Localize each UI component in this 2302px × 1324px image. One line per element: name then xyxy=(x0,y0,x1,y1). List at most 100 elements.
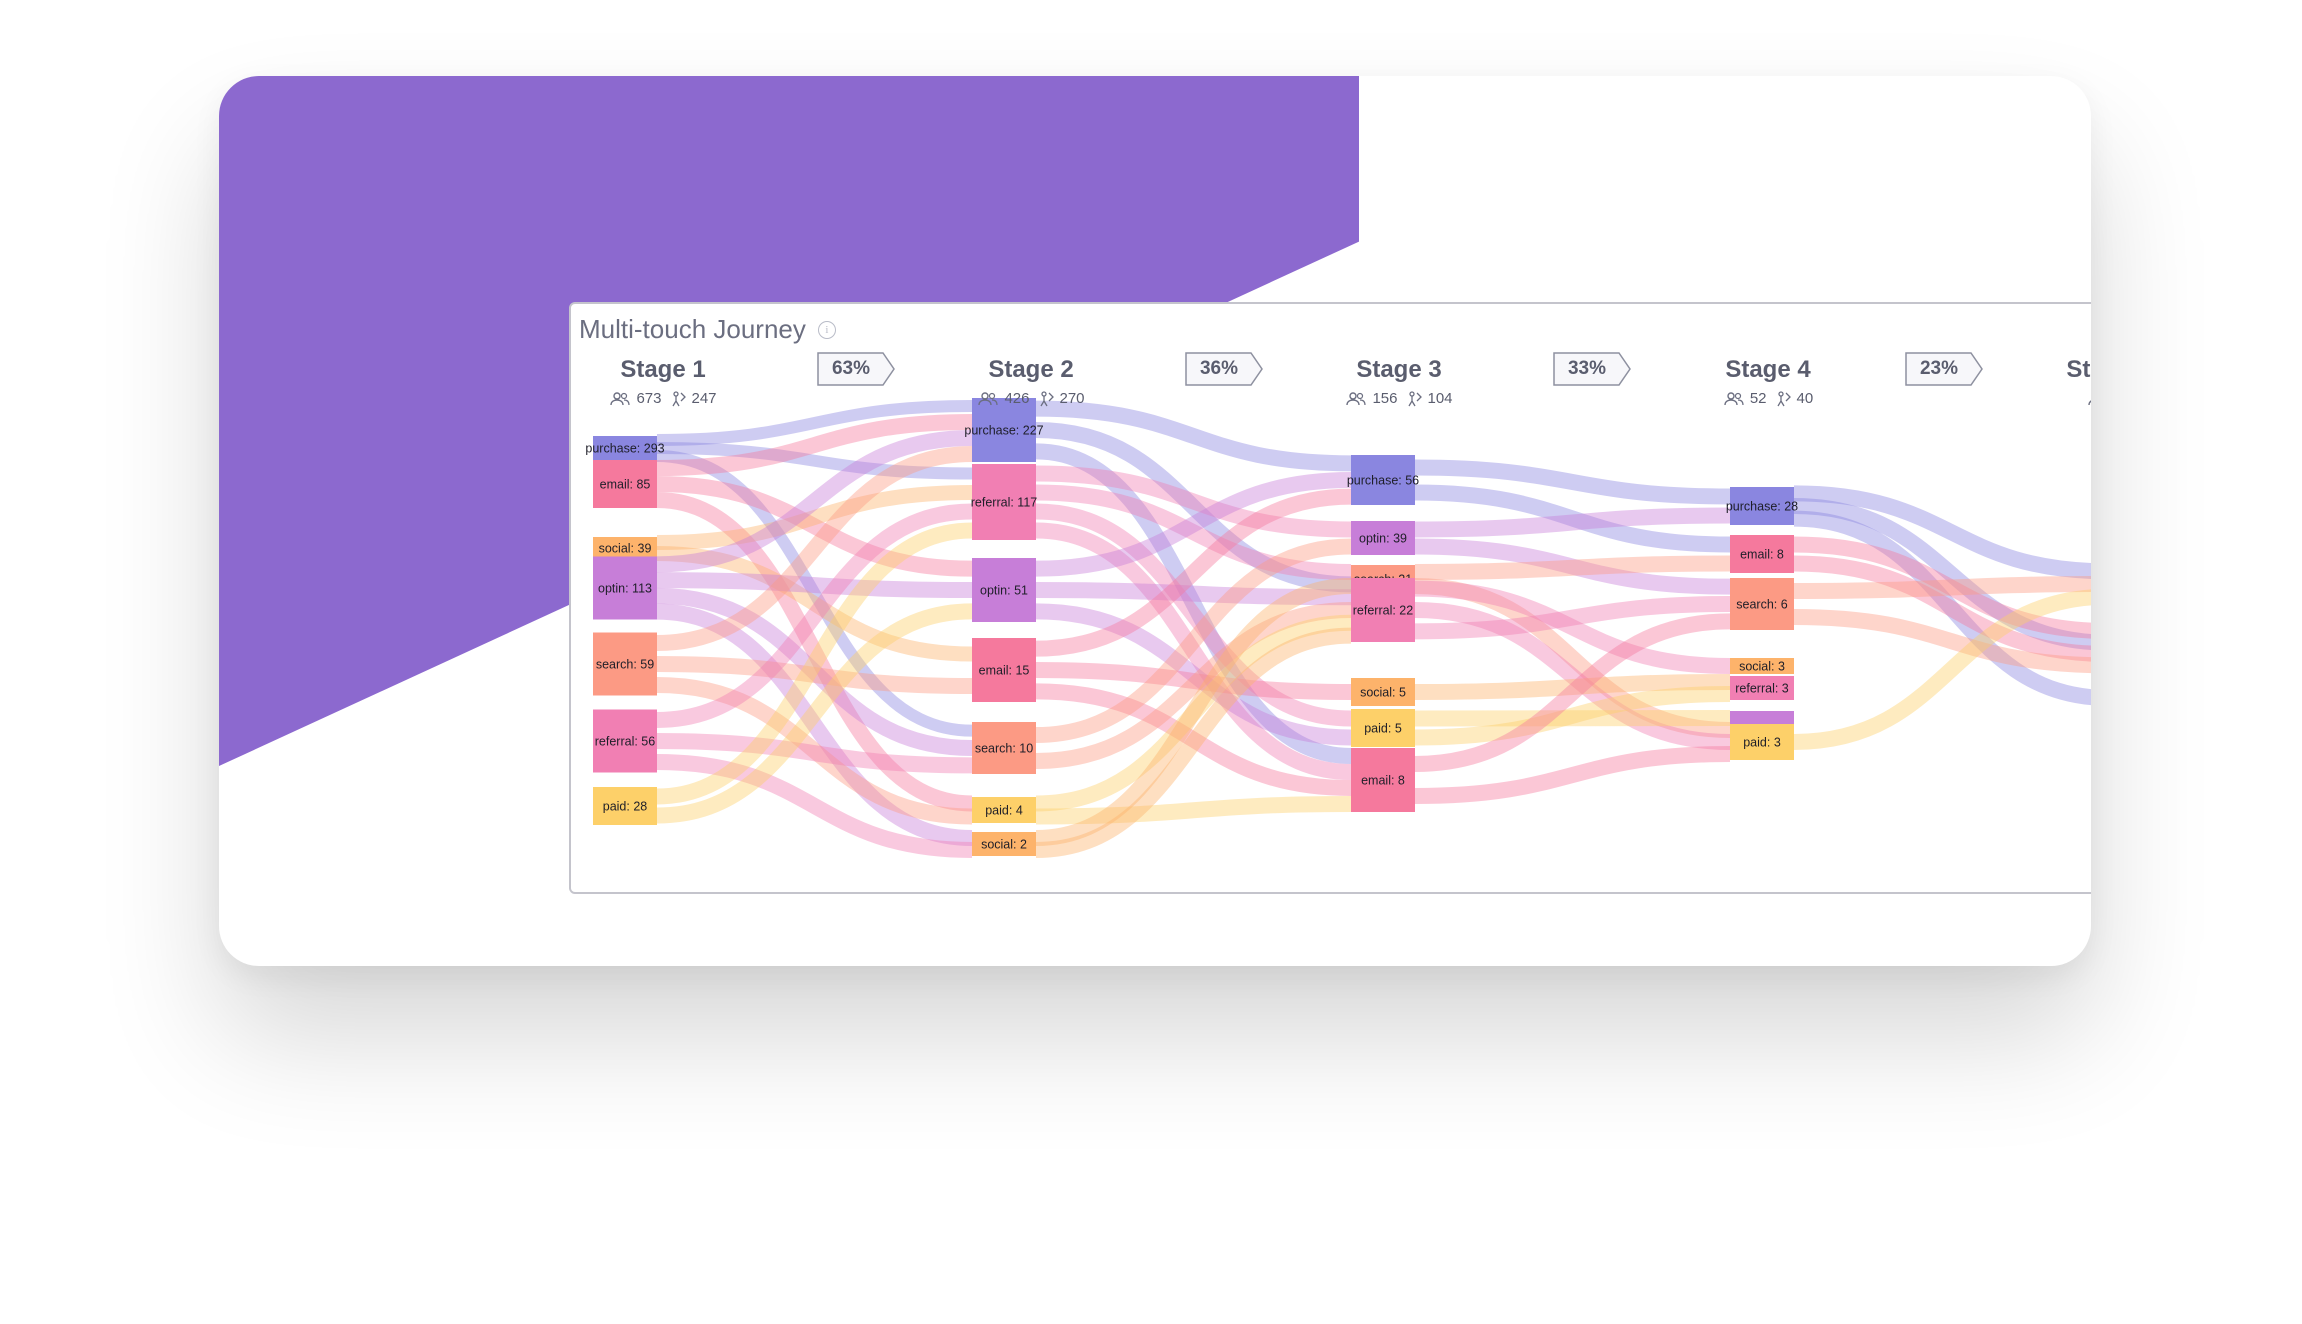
sankey-node-optin[interactable] xyxy=(972,558,1036,622)
sankey-link[interactable] xyxy=(1035,578,1352,846)
sankey-link[interactable] xyxy=(1414,686,1731,746)
sankey-node-purchase[interactable] xyxy=(1351,455,1415,505)
sankey-link[interactable] xyxy=(1414,746,1731,804)
sankey-node-email[interactable] xyxy=(593,460,657,508)
sankey-link[interactable] xyxy=(656,656,973,694)
sankey-link[interactable] xyxy=(656,603,973,846)
sankey-link[interactable] xyxy=(1414,596,1731,640)
sankey-link[interactable] xyxy=(1035,602,1352,769)
stage-name: Stage 4 xyxy=(1725,356,1811,383)
sankey-link[interactable] xyxy=(656,503,973,728)
sankey-link[interactable] xyxy=(1035,488,1352,657)
sankey-link[interactable] xyxy=(1035,484,1352,580)
sankey-link[interactable] xyxy=(1793,485,2091,579)
sankey-node-social[interactable] xyxy=(593,537,657,559)
sankey-link[interactable] xyxy=(1414,507,1731,538)
sankey-link[interactable] xyxy=(1035,796,1352,825)
sankey-link[interactable] xyxy=(1035,522,1352,780)
sankey-node-email[interactable] xyxy=(972,638,1036,702)
journeys-count: 247 xyxy=(691,390,717,407)
sankey-link[interactable] xyxy=(656,430,973,573)
sankey-node-purchase[interactable] xyxy=(972,398,1036,462)
sankey-link[interactable] xyxy=(1035,662,1352,700)
sankey-link[interactable] xyxy=(656,442,973,480)
sankey-node-paid[interactable] xyxy=(1351,709,1415,747)
sankey-link[interactable] xyxy=(1035,582,1352,606)
sankey-node-referral[interactable] xyxy=(972,464,1036,540)
sankey-link[interactable] xyxy=(1414,710,1731,727)
sankey-link[interactable] xyxy=(1793,589,2091,750)
sankey-link[interactable] xyxy=(1414,555,1731,580)
sankey-link[interactable] xyxy=(656,446,973,651)
sankey-node-social[interactable] xyxy=(1730,658,1794,674)
sankey-link[interactable] xyxy=(1035,422,1352,593)
sankey-link[interactable] xyxy=(656,414,973,476)
users-icon xyxy=(2087,392,2091,406)
sankey-link[interactable] xyxy=(1793,498,2091,650)
sankey-node-paid[interactable] xyxy=(1730,724,1794,760)
sankey-link[interactable] xyxy=(656,754,973,858)
sankey-link[interactable] xyxy=(1414,580,1731,674)
sankey-node-email[interactable] xyxy=(1351,748,1415,812)
sankey-node-optin[interactable] xyxy=(593,556,657,620)
conversion-rate-badge: 23% xyxy=(1905,352,1983,386)
sankey-node-purchase[interactable] xyxy=(593,436,657,460)
sankey-node-optin[interactable] xyxy=(1351,521,1415,555)
sankey-node-label: social: 5 xyxy=(1360,686,1406,700)
sankey-node-search[interactable] xyxy=(1730,578,1794,630)
sankey-link[interactable] xyxy=(1793,510,2091,706)
sankey-link[interactable] xyxy=(656,522,973,805)
stage-name: Stage 1 xyxy=(620,356,706,383)
sankey-link[interactable] xyxy=(1414,602,1731,750)
sankey-link[interactable] xyxy=(1035,465,1352,538)
sankey-node-referral[interactable] xyxy=(1730,676,1794,700)
sankey-link[interactable] xyxy=(656,546,973,662)
sankey-node-referral[interactable] xyxy=(593,709,657,773)
sankey-link[interactable] xyxy=(656,572,973,598)
sankey-node-paid[interactable] xyxy=(972,797,1036,823)
sankey-link[interactable] xyxy=(1414,613,1731,772)
sankey-link[interactable] xyxy=(1414,578,1731,738)
sankey-link[interactable] xyxy=(1414,484,1731,553)
sankey-node-paid[interactable] xyxy=(593,787,657,825)
sankey-node-purchase[interactable] xyxy=(1730,487,1794,525)
sankey-link[interactable] xyxy=(1035,400,1352,472)
sankey-link[interactable] xyxy=(656,492,973,812)
sankey-node-social[interactable] xyxy=(1351,678,1415,706)
sankey-link[interactable] xyxy=(1035,627,1352,858)
sankey-node-social[interactable] xyxy=(972,832,1036,856)
sankey-link[interactable] xyxy=(1793,576,2091,599)
sankey-node-optin[interactable] xyxy=(1730,711,1794,725)
sankey-link[interactable] xyxy=(1414,459,1731,505)
sankey-link[interactable] xyxy=(1035,603,1352,746)
sankey-link[interactable] xyxy=(1035,683,1352,796)
sankey-link[interactable] xyxy=(656,733,973,774)
sankey-link[interactable] xyxy=(656,450,973,737)
sankey-node-label: optin: 39 xyxy=(1359,532,1407,546)
sankey-link[interactable] xyxy=(656,485,973,550)
sankey-link[interactable] xyxy=(1793,555,2091,662)
sankey-link[interactable] xyxy=(1414,674,1731,700)
sankey-link[interactable] xyxy=(1035,614,1352,812)
sankey-link[interactable] xyxy=(1035,538,1352,743)
sankey-link[interactable] xyxy=(1414,538,1731,595)
sankey-node-email[interactable] xyxy=(1730,535,1794,573)
sankey-link[interactable] xyxy=(1035,443,1352,764)
sankey-node-label: email: 8 xyxy=(1361,774,1405,788)
sankey-link[interactable] xyxy=(656,587,973,756)
sankey-node-search[interactable] xyxy=(972,722,1036,774)
sankey-link[interactable] xyxy=(1035,472,1352,577)
stage-stats: 12 xyxy=(2009,390,2091,407)
sankey-link[interactable] xyxy=(1035,503,1352,727)
sankey-node-label: referral: 56 xyxy=(595,735,655,749)
sankey-link[interactable] xyxy=(656,400,973,446)
info-icon[interactable]: i xyxy=(817,320,836,339)
sankey-link[interactable] xyxy=(1793,536,2091,639)
stage-header: Stage 4 52 40 xyxy=(1668,356,1868,407)
sankey-node-referral[interactable] xyxy=(1351,578,1415,642)
sankey-link[interactable] xyxy=(656,677,973,825)
sankey-node-search[interactable] xyxy=(593,632,657,696)
sankey-link[interactable] xyxy=(656,603,973,824)
sankey-link[interactable] xyxy=(1793,609,2091,674)
sankey-link[interactable] xyxy=(656,476,973,577)
